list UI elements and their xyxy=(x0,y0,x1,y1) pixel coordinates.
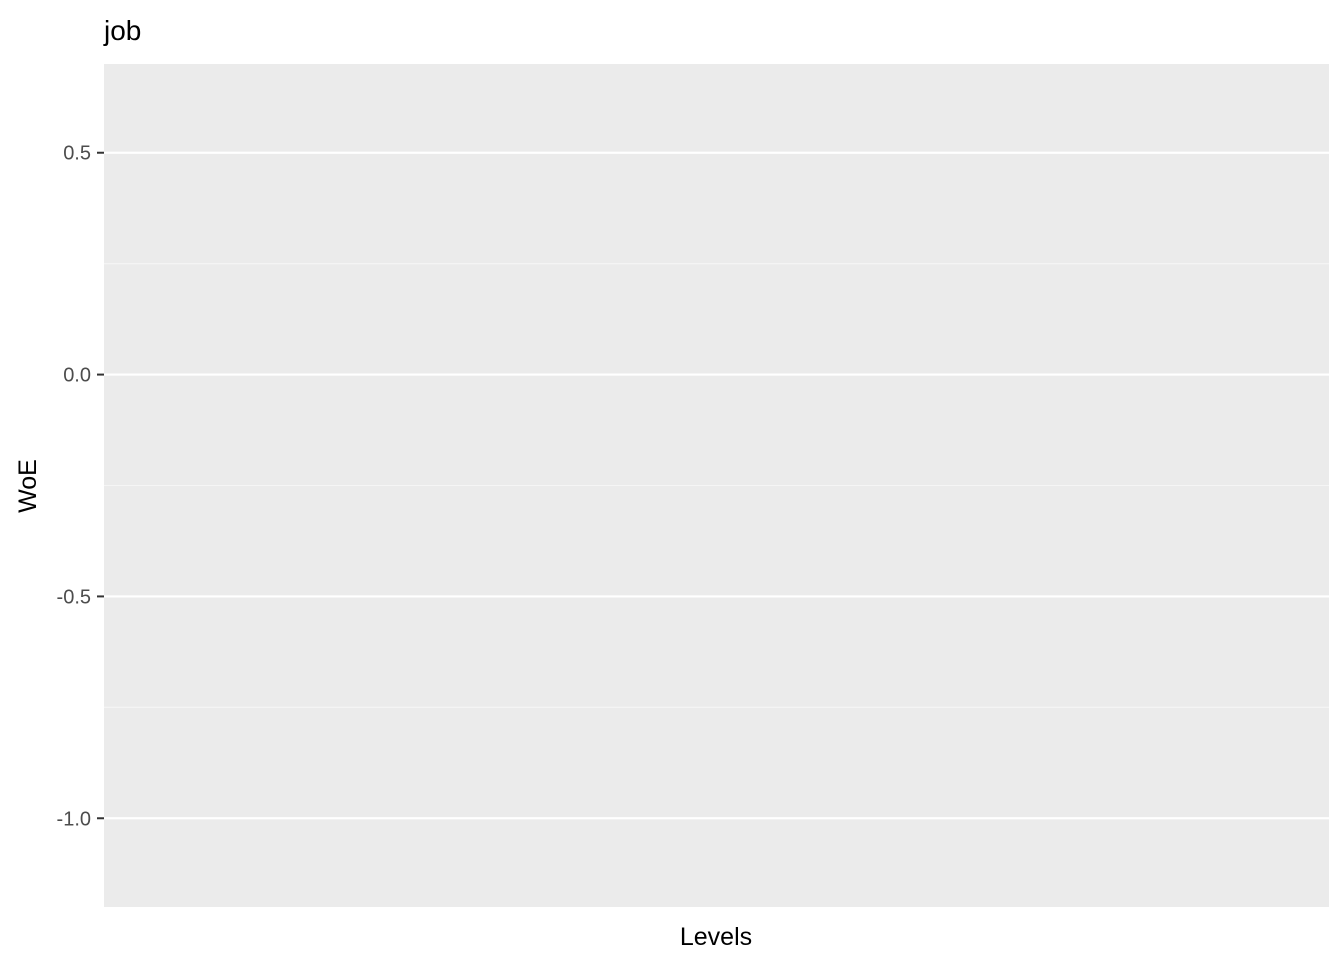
x-axis-title: Levels xyxy=(680,923,752,951)
y-tick-label: 0.5 xyxy=(63,143,91,165)
y-axis-title: WoE xyxy=(14,459,42,513)
minor-gridlines xyxy=(104,263,1329,708)
y-axis: 0.5 0.0 -0.5 -1.0 xyxy=(57,143,104,830)
major-gridlines xyxy=(104,151,1329,820)
y-tick-label: -0.5 xyxy=(57,586,91,608)
y-tick-label: 0.0 xyxy=(63,365,91,387)
y-tick-label: -1.0 xyxy=(57,808,91,830)
chart-title: job xyxy=(103,15,141,46)
